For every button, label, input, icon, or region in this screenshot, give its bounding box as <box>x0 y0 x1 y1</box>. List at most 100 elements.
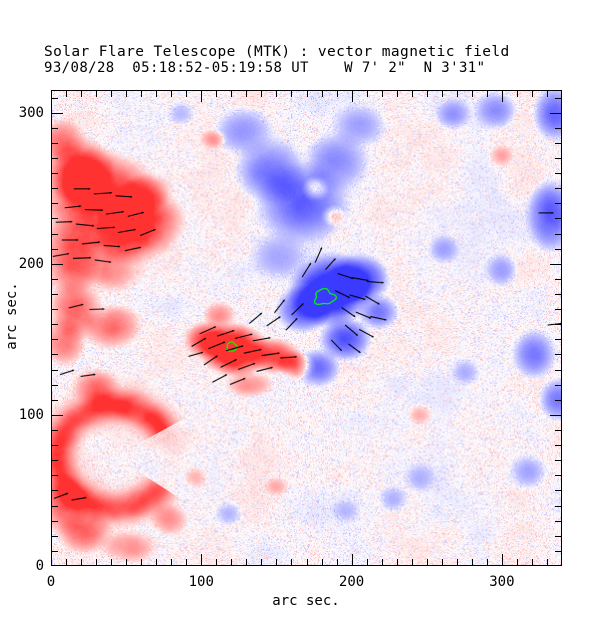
x-tick-bottom <box>532 559 534 565</box>
x-tick-top <box>412 91 414 97</box>
y-tick-left <box>52 430 58 432</box>
x-tick-top <box>96 91 98 97</box>
x-tick-top <box>66 91 68 97</box>
y-tick-right <box>555 445 561 447</box>
y-tick-right <box>550 113 561 115</box>
y-tick-left <box>52 203 58 205</box>
y-tick-left <box>52 279 58 281</box>
x-tick-top <box>457 91 459 97</box>
x-tick-bottom <box>442 559 444 565</box>
y-tick-right <box>555 294 561 296</box>
x-tick-bottom <box>246 559 248 565</box>
y-tick-left <box>52 324 58 326</box>
y-tick-right <box>555 143 561 145</box>
y-tick-left <box>52 415 63 417</box>
x-tick-bottom <box>141 559 143 565</box>
x-tick-bottom <box>307 559 309 565</box>
x-tick-bottom <box>111 559 113 565</box>
y-tick-left <box>52 551 58 553</box>
y-tick-left <box>52 218 58 220</box>
x-tick-bottom <box>337 559 339 565</box>
x-tick-top <box>126 91 128 97</box>
x-tick-bottom <box>397 559 399 565</box>
y-tick-label: 300 <box>18 104 44 121</box>
x-tick-top <box>276 91 278 97</box>
y-tick-right <box>555 430 561 432</box>
y-tick-right <box>555 370 561 372</box>
y-tick-right <box>555 173 561 175</box>
x-tick-bottom <box>382 559 384 565</box>
y-tick-left <box>52 400 58 402</box>
x-tick-top <box>216 91 218 97</box>
x-tick-bottom <box>322 559 324 565</box>
x-tick-bottom <box>276 559 278 565</box>
x-tick-bottom <box>186 559 188 565</box>
y-tick-left <box>52 143 58 145</box>
x-tick-bottom <box>201 554 203 565</box>
x-tick-label: 100 <box>188 574 214 590</box>
x-tick-bottom <box>427 559 429 565</box>
y-tick-right <box>555 521 561 523</box>
x-tick-top <box>171 91 173 97</box>
x-tick-top <box>442 91 444 97</box>
y-tick-left <box>52 249 58 251</box>
x-tick-label: 200 <box>338 574 365 590</box>
y-tick-right <box>555 536 561 538</box>
x-tick-top <box>547 91 549 97</box>
x-tick-top <box>81 91 83 97</box>
x-tick-top <box>532 91 534 97</box>
x-tick-bottom <box>66 559 68 565</box>
y-tick-left <box>52 173 58 175</box>
y-tick-right <box>555 158 561 160</box>
y-tick-label: 200 <box>18 255 44 272</box>
y-tick-left <box>52 521 58 523</box>
chart-title-block: Solar Flare Telescope (MTK) : vector mag… <box>44 44 584 76</box>
x-tick-top <box>367 91 369 97</box>
y-tick-left <box>52 475 58 477</box>
y-tick-right <box>555 551 561 553</box>
x-tick-top <box>156 91 158 97</box>
x-tick-bottom <box>126 559 128 565</box>
x-tick-top <box>307 91 309 97</box>
x-tick-top <box>246 91 248 97</box>
observation-metadata: 93/08/28 05:18:52-05:19:58 UT W 7' 2" N … <box>44 60 486 76</box>
y-tick-left <box>52 98 58 100</box>
y-tick-right <box>555 490 561 492</box>
y-tick-left <box>52 339 58 341</box>
y-tick-right <box>555 400 561 402</box>
x-tick-bottom <box>352 554 354 565</box>
page-title: Solar Flare Telescope (MTK) : vector mag… <box>44 44 510 60</box>
y-tick-left <box>52 158 58 160</box>
x-tick-top <box>427 91 429 97</box>
y-tick-right <box>555 203 561 205</box>
y-tick-right <box>555 475 561 477</box>
y-tick-right <box>550 415 561 417</box>
x-tick-top <box>111 91 113 97</box>
x-tick-top <box>352 91 354 102</box>
y-tick-right <box>555 506 561 508</box>
magnetogram-image <box>52 91 561 565</box>
y-tick-left <box>52 113 63 115</box>
x-tick-top <box>337 91 339 97</box>
y-tick-right <box>555 339 561 341</box>
y-tick-left <box>52 234 58 236</box>
y-tick-left <box>52 294 58 296</box>
y-tick-left <box>52 188 58 190</box>
y-tick-right <box>555 324 561 326</box>
y-tick-right <box>555 385 561 387</box>
x-tick-top <box>186 91 188 97</box>
x-tick-top <box>502 91 504 102</box>
y-tick-right <box>555 249 561 251</box>
y-tick-right <box>555 218 561 220</box>
x-tick-bottom <box>96 559 98 565</box>
x-tick-bottom <box>156 559 158 565</box>
y-tick-left <box>52 354 58 356</box>
x-tick-bottom <box>547 559 549 565</box>
x-tick-bottom <box>291 559 293 565</box>
y-tick-right <box>555 354 561 356</box>
x-tick-bottom <box>367 559 369 565</box>
y-tick-right <box>555 234 561 236</box>
x-tick-bottom <box>216 559 218 565</box>
x-tick-bottom <box>81 559 83 565</box>
y-tick-right <box>555 309 561 311</box>
